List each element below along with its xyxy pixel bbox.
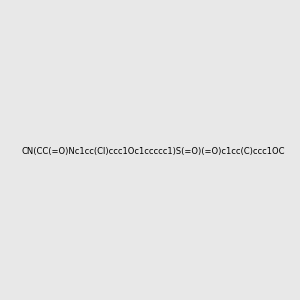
Text: CN(CC(=O)Nc1cc(Cl)ccc1Oc1ccccc1)S(=O)(=O)c1cc(C)ccc1OC: CN(CC(=O)Nc1cc(Cl)ccc1Oc1ccccc1)S(=O)(=O… [22, 147, 286, 156]
